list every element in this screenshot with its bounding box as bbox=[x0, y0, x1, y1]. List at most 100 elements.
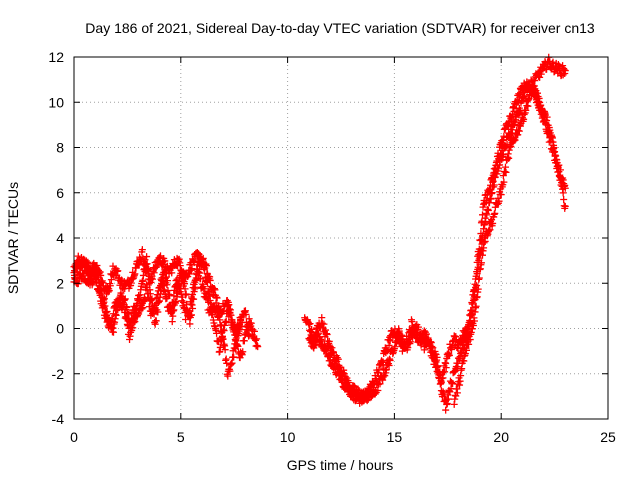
data-point bbox=[495, 152, 503, 160]
data-point bbox=[143, 253, 151, 261]
data-point bbox=[131, 303, 139, 311]
data-point bbox=[550, 148, 558, 156]
data-point bbox=[472, 302, 480, 310]
data-point bbox=[110, 328, 118, 336]
data-point bbox=[521, 92, 529, 100]
data-point bbox=[471, 317, 478, 325]
data-point bbox=[153, 300, 161, 308]
y-tick-label: 6 bbox=[56, 185, 64, 201]
data-point bbox=[141, 295, 149, 303]
data-point bbox=[440, 389, 448, 397]
data-point bbox=[462, 346, 470, 354]
data-point bbox=[404, 336, 412, 344]
data-point bbox=[230, 353, 238, 361]
data-point bbox=[421, 334, 429, 342]
data-point bbox=[323, 345, 331, 353]
data-point bbox=[154, 293, 162, 301]
data-point bbox=[305, 320, 313, 328]
data-point bbox=[213, 329, 221, 337]
data-point bbox=[173, 275, 181, 283]
data-point bbox=[245, 315, 253, 323]
data-point bbox=[511, 136, 519, 144]
y-axis-label: SDTVAR / TECUs bbox=[5, 182, 21, 294]
data-point bbox=[500, 132, 508, 140]
data-point bbox=[169, 299, 177, 307]
data-point bbox=[395, 332, 403, 340]
data-point bbox=[497, 191, 505, 199]
data-point bbox=[202, 262, 210, 270]
data-point bbox=[205, 298, 213, 306]
y-tick-label: 10 bbox=[48, 94, 64, 110]
x-axis-label: GPS time / hours bbox=[287, 457, 394, 473]
data-point bbox=[189, 291, 197, 299]
data-point bbox=[80, 270, 88, 278]
data-point bbox=[236, 321, 244, 329]
data-point bbox=[385, 362, 393, 370]
data-point bbox=[374, 386, 382, 394]
data-point bbox=[200, 285, 208, 293]
data-point bbox=[452, 392, 460, 400]
data-point bbox=[146, 296, 154, 304]
data-point bbox=[141, 256, 149, 264]
data-point bbox=[315, 330, 323, 338]
data-point bbox=[547, 137, 555, 145]
data-point bbox=[145, 266, 153, 274]
data-point bbox=[320, 341, 328, 349]
data-point bbox=[320, 320, 328, 328]
data-point bbox=[323, 330, 331, 338]
data-point bbox=[376, 380, 384, 388]
data-point bbox=[476, 236, 484, 244]
data-point bbox=[249, 326, 257, 334]
data-point bbox=[222, 317, 230, 325]
data-point bbox=[333, 362, 341, 370]
data-point bbox=[502, 168, 510, 176]
data-point bbox=[310, 342, 318, 350]
axis-ticks: 0 5 10 15 20 25 -4 -2 0 2 4 6 8 10 12 bbox=[48, 49, 616, 445]
data-point bbox=[559, 189, 567, 197]
data-point bbox=[74, 252, 82, 260]
data-point bbox=[442, 364, 450, 372]
data-point bbox=[231, 345, 239, 353]
data-point bbox=[379, 358, 387, 366]
data-point bbox=[478, 217, 486, 225]
data-point bbox=[411, 324, 419, 332]
data-point bbox=[469, 321, 477, 329]
data-point bbox=[417, 341, 425, 349]
data-points bbox=[70, 53, 569, 414]
data-point bbox=[216, 343, 224, 351]
data-point bbox=[93, 276, 101, 284]
data-point bbox=[545, 127, 553, 135]
data-point bbox=[479, 211, 487, 219]
data-point bbox=[396, 333, 404, 341]
data-point bbox=[514, 98, 522, 106]
data-point bbox=[178, 293, 186, 301]
data-point bbox=[131, 270, 139, 278]
data-point bbox=[505, 154, 513, 162]
data-point bbox=[515, 127, 523, 135]
data-point bbox=[561, 67, 569, 75]
x-tick-label: 0 bbox=[70, 429, 78, 445]
data-point bbox=[339, 375, 347, 383]
y-tick-label: -2 bbox=[52, 366, 65, 382]
data-point bbox=[232, 334, 240, 342]
y-tick-label: 8 bbox=[56, 140, 64, 156]
data-point bbox=[100, 303, 108, 311]
data-point bbox=[139, 304, 147, 312]
data-point bbox=[471, 286, 478, 294]
data-point bbox=[473, 282, 481, 290]
data-point bbox=[221, 346, 229, 354]
data-point bbox=[123, 303, 131, 311]
data-point bbox=[446, 388, 454, 396]
data-point bbox=[465, 319, 473, 327]
data-point bbox=[372, 376, 380, 384]
data-point bbox=[98, 293, 106, 301]
data-point bbox=[371, 379, 379, 387]
data-point bbox=[159, 260, 167, 268]
data-point bbox=[237, 315, 245, 323]
data-point bbox=[242, 310, 250, 318]
x-tick-label: 5 bbox=[177, 429, 185, 445]
x-tick-label: 20 bbox=[493, 429, 509, 445]
data-point bbox=[386, 356, 394, 364]
data-point bbox=[468, 300, 476, 308]
data-point bbox=[539, 112, 547, 120]
